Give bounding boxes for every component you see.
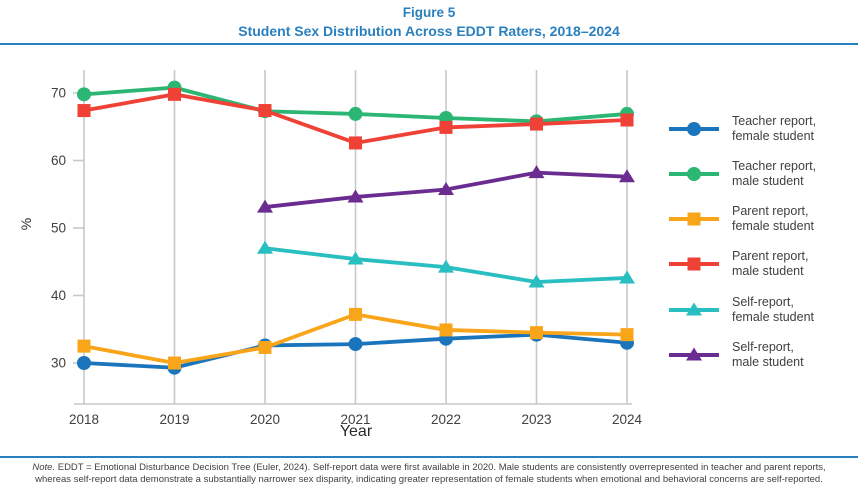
svg-text:70: 70: [51, 86, 66, 101]
svg-text:50: 50: [51, 221, 66, 236]
legend-label: Teacher report, male student: [732, 158, 817, 189]
top-divider: [0, 43, 858, 45]
triangle-marker-icon: [669, 347, 719, 361]
svg-text:2023: 2023: [521, 412, 551, 427]
svg-text:2021: 2021: [340, 412, 370, 427]
svg-text:2019: 2019: [159, 412, 189, 427]
legend-label: Teacher report, female student: [732, 113, 817, 144]
figure-note: Note. EDDT = Emotional Disturbance Decis…: [10, 462, 848, 485]
svg-text:2022: 2022: [431, 412, 461, 427]
svg-text:2024: 2024: [612, 412, 643, 427]
chart-legend: Teacher report, female student Teacher rep…: [660, 0, 858, 456]
legend-item: Teacher report, female student: [668, 112, 816, 146]
svg-text:30: 30: [51, 356, 66, 371]
legend-item: Self-report, male student: [668, 338, 804, 372]
figure-header: Figure 5 Student Sex Distribution Across…: [0, 3, 858, 41]
legend-item: Self-report, female student: [668, 293, 814, 327]
square-marker-icon: [669, 212, 719, 226]
legend-label: Parent report, male student: [732, 248, 809, 279]
circle-marker-icon: [669, 122, 719, 136]
triangle-marker-icon: [669, 302, 719, 316]
legend-item: Teacher report, male student: [668, 157, 816, 191]
figure-label: Figure 5: [402, 5, 456, 20]
x-axis-label: Year: [340, 423, 373, 440]
legend-item: Parent report, female student: [668, 202, 814, 236]
svg-text:40: 40: [51, 288, 66, 303]
series-triangle: [257, 240, 635, 288]
bottom-divider: [0, 456, 858, 458]
circle-marker-icon: [669, 167, 719, 181]
chart-series: [77, 80, 635, 375]
y-axis-label: %: [18, 218, 34, 230]
series-square: [77, 87, 634, 150]
legend-item: Parent report, male student: [668, 247, 808, 281]
note-label: Note.: [32, 462, 56, 473]
note-line2: whereas self-report data demonstrate a s…: [35, 473, 823, 485]
legend-label: Self-report, female student: [732, 294, 814, 325]
square-marker-icon: [669, 257, 719, 271]
svg-text:2018: 2018: [69, 412, 99, 427]
note-line1: EDDT = Emotional Disturbance Decision Tr…: [55, 462, 826, 473]
legend-label: Self-report, male student: [732, 339, 804, 370]
legend-label: Parent report, female student: [732, 203, 814, 234]
series-triangle: [257, 165, 635, 213]
figure-title: Student Sex Distribution Across EDDT Rat…: [238, 23, 620, 39]
series-square: [77, 307, 634, 370]
svg-text:2020: 2020: [250, 412, 280, 427]
line-chart: 2018 2019 2020 2021 2022 2023 2024 30 40 50 60 70 %…: [18, 70, 643, 440]
svg-text:60: 60: [51, 153, 66, 168]
